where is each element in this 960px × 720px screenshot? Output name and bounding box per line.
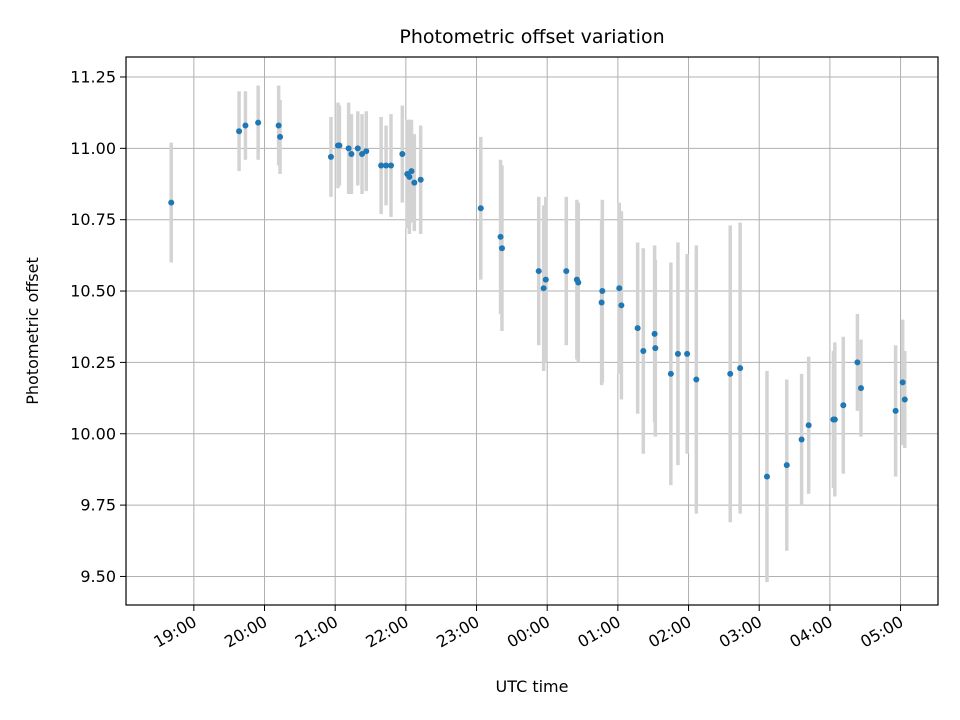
data-point xyxy=(478,205,484,211)
chart: Photometric offset variation 9.50 9.75 10.… xyxy=(0,0,960,720)
data-point xyxy=(652,331,658,337)
data-point xyxy=(388,162,394,168)
data-point xyxy=(900,379,906,385)
data-point xyxy=(348,151,354,157)
y-tick-label: 9.75 xyxy=(80,496,116,515)
y-tick-label: 10.25 xyxy=(70,353,116,372)
data-point xyxy=(635,325,641,331)
data-point xyxy=(336,142,342,148)
data-point xyxy=(563,268,569,274)
data-point xyxy=(599,299,605,305)
data-point xyxy=(616,285,622,291)
data-point xyxy=(168,200,174,206)
data-point xyxy=(668,371,674,377)
y-tick-label: 10.75 xyxy=(70,210,116,229)
data-point xyxy=(854,359,860,365)
data-point xyxy=(363,148,369,154)
y-tick-label: 9.50 xyxy=(80,567,116,586)
data-point xyxy=(255,120,261,126)
data-point xyxy=(277,134,283,140)
data-point xyxy=(737,365,743,371)
data-point xyxy=(799,436,805,442)
data-point xyxy=(499,245,505,251)
data-point xyxy=(575,279,581,285)
data-point xyxy=(355,145,361,151)
x-axis-title: UTC time xyxy=(496,677,569,696)
data-point xyxy=(406,174,412,180)
data-point xyxy=(784,462,790,468)
data-point xyxy=(727,371,733,377)
data-point xyxy=(346,145,352,151)
data-point xyxy=(328,154,334,160)
data-point xyxy=(541,285,547,291)
data-point xyxy=(236,128,242,134)
data-point xyxy=(652,345,658,351)
data-point xyxy=(684,351,690,357)
data-point xyxy=(276,123,282,129)
data-point xyxy=(693,377,699,383)
data-point xyxy=(640,348,646,354)
y-axis-title: Photometric offset xyxy=(23,257,42,405)
data-point xyxy=(675,351,681,357)
y-tick-label: 11.00 xyxy=(70,139,116,158)
data-point xyxy=(498,234,504,240)
data-point xyxy=(858,385,864,391)
data-point xyxy=(418,177,424,183)
y-tick-label: 10.50 xyxy=(70,282,116,301)
data-point xyxy=(599,288,605,294)
data-point xyxy=(764,474,770,480)
data-point xyxy=(399,151,405,157)
data-point xyxy=(893,408,899,414)
data-point xyxy=(409,168,415,174)
data-point xyxy=(806,422,812,428)
chart-title: Photometric offset variation xyxy=(399,26,664,48)
data-point xyxy=(618,302,624,308)
data-point xyxy=(242,123,248,129)
y-tick-label: 10.00 xyxy=(70,424,116,443)
data-point xyxy=(536,268,542,274)
y-tick-label: 11.25 xyxy=(70,67,116,86)
chart-background xyxy=(0,0,960,720)
data-point xyxy=(411,180,417,186)
data-point xyxy=(840,402,846,408)
data-point xyxy=(543,277,549,283)
data-point xyxy=(902,397,908,403)
data-point xyxy=(832,416,838,422)
